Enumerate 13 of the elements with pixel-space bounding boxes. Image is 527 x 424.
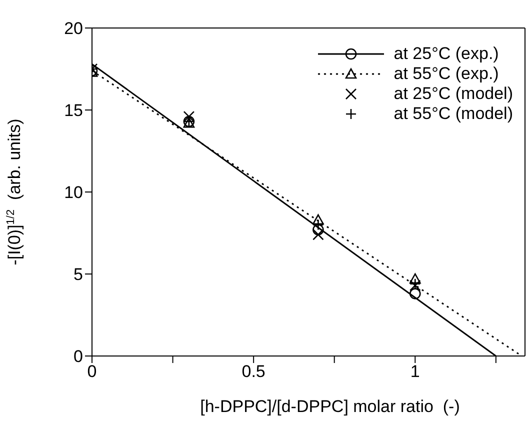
y-tick-label: 10 [64, 183, 83, 202]
x-tick-label: 1 [410, 362, 420, 382]
legend-label: at 55°C (model) [394, 104, 513, 124]
x-axis-title: [h-DPPC]/[d-DPPC] molar ratio (-) [200, 397, 460, 416]
y-tick-label: 5 [74, 265, 83, 284]
legend-label: at 25°C (model) [394, 84, 513, 104]
legend-label: at 55°C (exp.) [394, 64, 499, 84]
y-tick-label: 0 [74, 347, 83, 366]
y-tick-label: 20 [64, 19, 83, 38]
y-tick-label: 15 [64, 101, 83, 120]
x-tick-label: 0 [87, 362, 97, 382]
x-tick-label: 0.5 [242, 362, 266, 382]
legend-label: at 25°C (exp.) [394, 44, 499, 64]
